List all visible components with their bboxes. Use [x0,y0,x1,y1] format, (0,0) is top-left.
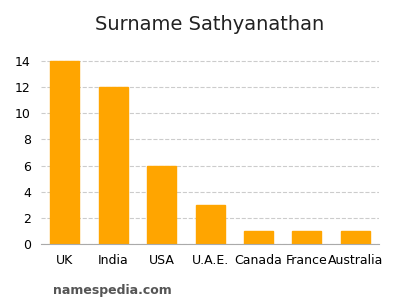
Bar [99,87,128,244]
Text: namespedia.com: namespedia.com [53,284,171,297]
Bar [147,166,176,244]
Bar [292,231,321,244]
Title: Surname Sathyanathan: Surname Sathyanathan [96,15,325,34]
Bar [196,205,224,244]
Bar [341,231,370,244]
Bar [50,61,79,244]
Bar [244,231,273,244]
